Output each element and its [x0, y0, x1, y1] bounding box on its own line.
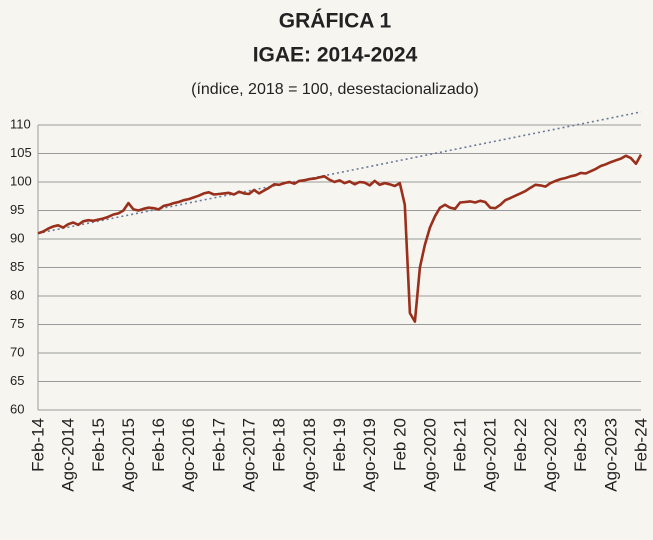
- x-tick-label: Feb-15: [89, 418, 108, 472]
- x-tick-label: Feb-19: [330, 418, 349, 472]
- y-tick-label: 60: [10, 401, 24, 416]
- x-tick-label: Feb-22: [511, 418, 530, 472]
- x-tick-label: Feb-18: [270, 418, 289, 472]
- y-tick-label: 100: [10, 173, 32, 188]
- x-tick-label: Feb-17: [209, 418, 228, 472]
- x-tick-label: Ago-2023: [601, 418, 620, 492]
- y-tick-label: 65: [10, 373, 24, 388]
- y-tick-label: 105: [10, 145, 32, 160]
- data-line: [37, 153, 643, 323]
- x-tick-label: Ago-2022: [541, 418, 560, 492]
- x-tick-label: Ago-2017: [240, 418, 259, 492]
- x-tick-label: Ago-2015: [119, 418, 138, 492]
- x-tick-label: Ago-2019: [360, 418, 379, 492]
- x-tick-label: Feb-23: [571, 418, 590, 472]
- y-tick-label: 85: [10, 259, 24, 274]
- y-tick-label: 110: [10, 116, 31, 131]
- x-tick-label: Feb-14: [28, 418, 47, 472]
- x-tick-label: Ago-2020: [420, 418, 439, 492]
- chart-subtitle: IGAE: 2014-2024: [253, 44, 418, 67]
- chart-title: GRÁFICA 1: [279, 10, 392, 33]
- x-tick-label: Ago-2014: [59, 418, 78, 492]
- chart-note: (índice, 2018 = 100, desestacionalizado): [191, 81, 479, 98]
- x-tick-label: Feb 20: [390, 418, 409, 471]
- x-tick-label: Feb-24: [631, 418, 650, 472]
- y-tick-label: 90: [10, 230, 24, 245]
- x-tick-label: Ago-2018: [300, 418, 319, 492]
- y-tick-label: 95: [10, 202, 24, 217]
- y-tick-label: 70: [10, 344, 24, 359]
- y-tick-label: 80: [10, 287, 24, 302]
- x-tick-label: Feb-21: [451, 418, 470, 472]
- y-tick-label: 75: [10, 316, 24, 331]
- x-tick-label: Feb-16: [149, 418, 168, 472]
- x-tick-label: Ago-2016: [179, 418, 198, 492]
- x-tick-label: Ago-2021: [481, 418, 500, 492]
